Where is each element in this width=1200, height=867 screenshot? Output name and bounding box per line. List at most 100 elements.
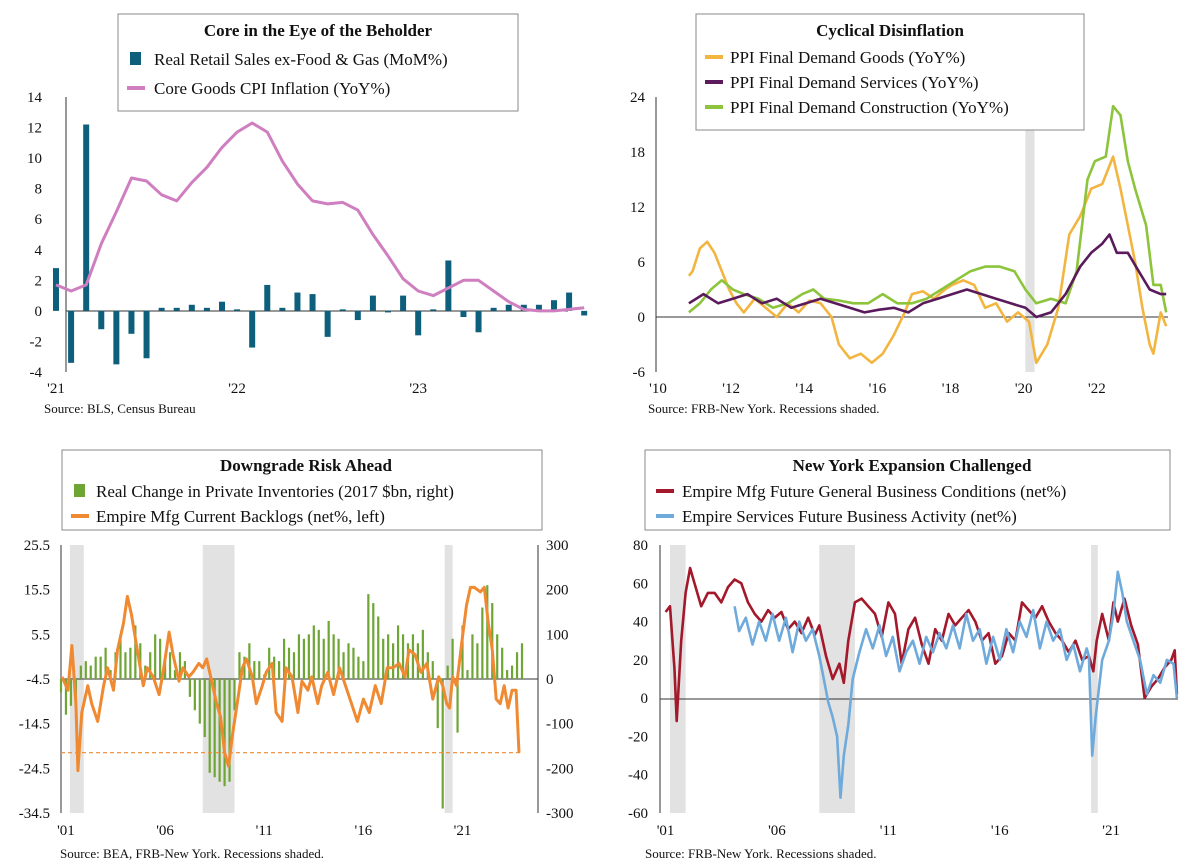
chart-cyclical-disinflation: 24 18 12 6 0 -6'10 '12 '14 '16 '18 '20 '22 Cyclical… — [630, 13, 1168, 416]
x-tick-label: '21 — [454, 823, 472, 839]
bar — [352, 647, 355, 679]
bar — [94, 656, 97, 679]
y-tick-label: -20 — [628, 729, 648, 745]
bar — [297, 634, 301, 679]
y-tick-label: -4 — [30, 365, 43, 381]
ppi-services-line — [688, 233, 1167, 319]
bar — [466, 670, 469, 679]
bar — [218, 679, 221, 782]
bar — [436, 679, 439, 729]
bar — [411, 634, 415, 679]
x-tick-label: '16 — [991, 823, 1009, 839]
bar — [264, 284, 271, 311]
bar — [496, 634, 499, 679]
bar — [294, 292, 301, 311]
legend-label: Empire Mfg Future General Business Condi… — [682, 482, 1066, 501]
chart-title: Cyclical Disinflation — [816, 21, 964, 40]
bar — [193, 679, 196, 711]
legend-label: Empire Mfg Current Backlogs (net%, left) — [96, 507, 385, 526]
bar — [248, 643, 251, 679]
bar — [168, 652, 172, 679]
bar — [208, 679, 211, 773]
y-tick-label-right: 100 — [546, 627, 569, 643]
bar — [392, 643, 395, 679]
bar — [243, 656, 246, 679]
x-tick-label: '01 — [57, 823, 75, 839]
source-note: Source: FRB-New York. Recessions shaded. — [648, 401, 879, 416]
y-tick-label: 0 — [638, 310, 646, 326]
bar — [99, 656, 102, 679]
bar — [213, 679, 216, 778]
bar — [149, 652, 152, 679]
bar — [501, 647, 504, 679]
chart-core-eye: 14 12 10 8 6 4 2 0 -2 -4'21 '22 '23 Core in the Eye… — [27, 13, 588, 416]
bar — [475, 310, 482, 333]
bar — [292, 652, 296, 679]
y-tick-label: -60 — [628, 806, 648, 822]
bar — [324, 310, 331, 337]
bar — [287, 647, 291, 679]
bar — [520, 643, 524, 679]
bar — [446, 665, 449, 679]
y-tick-label: 0 — [641, 691, 649, 707]
y-tick-label: 12 — [27, 121, 42, 137]
y-tick-label-left: -24.5 — [19, 761, 50, 777]
bar — [113, 310, 120, 365]
bar — [377, 616, 380, 679]
y-tick-label-right: 200 — [546, 583, 569, 599]
y-tick-label-left: -4.5 — [26, 672, 50, 688]
x-tick-label: '22 — [228, 381, 246, 397]
x-tick-label: '23 — [409, 381, 427, 397]
y-tick-label: 0 — [35, 304, 43, 320]
x-tick-label: '20 — [1015, 381, 1033, 397]
bar — [367, 594, 370, 679]
x-tick-label: '06 — [156, 823, 174, 839]
source-note: Source: BLS, Census Bureau — [44, 401, 196, 416]
source-note: Source: FRB-New York. Recessions shaded. — [645, 846, 876, 861]
bar — [238, 652, 241, 679]
bar — [372, 603, 375, 679]
bar — [228, 679, 231, 782]
y-tick-label-right: -100 — [546, 717, 574, 733]
legend — [61, 449, 543, 531]
y-tick-label: 6 — [35, 212, 43, 228]
ppi-goods-line — [687, 155, 1168, 365]
bar — [515, 652, 519, 679]
bar — [471, 634, 474, 679]
y-tick-label: 10 — [27, 151, 42, 167]
bar — [84, 661, 87, 679]
bar — [415, 310, 422, 336]
bar — [64, 679, 68, 715]
bar — [430, 309, 437, 311]
y-tick-label-left: 5.5 — [31, 627, 50, 643]
y-tick-label-left: -34.5 — [19, 806, 50, 822]
y-tick-label: 60 — [633, 576, 648, 592]
bar — [119, 634, 122, 679]
bar — [178, 652, 182, 679]
bar — [159, 638, 162, 679]
x-tick-label: '06 — [768, 823, 786, 839]
x-tick-label: '01 — [657, 823, 675, 839]
bar — [128, 310, 135, 334]
bar — [302, 638, 305, 679]
bar — [79, 665, 82, 679]
y-tick-label: 24 — [630, 90, 646, 106]
legend-swatch — [130, 52, 141, 65]
source-note: Source: BEA, FRB-New York. Recessions sh… — [60, 846, 324, 861]
legend-swatch — [74, 484, 85, 497]
chart-title: Downgrade Risk Ahead — [220, 456, 392, 475]
bar — [382, 638, 385, 679]
chart-ny-expansion: 80 60 40 20 0 -20 -40 -60 '01 '06 '11 '16 '21 New Yo… — [628, 449, 1179, 861]
bar — [581, 310, 588, 316]
bar — [401, 634, 405, 679]
legend — [695, 13, 1085, 131]
chart-downgrade-risk: 25.5 15.5 5.5 -4.5 -14.5 -24.5 -34.5 300 200 100 0… — [19, 449, 574, 861]
bar — [476, 643, 479, 679]
empire-mfg-line — [664, 566, 1179, 723]
x-tick-label: '21 — [47, 381, 65, 397]
bar — [203, 307, 210, 311]
bar — [486, 585, 489, 679]
x-tick-label: '11 — [880, 823, 897, 839]
bar — [268, 647, 271, 679]
bar — [249, 310, 256, 348]
